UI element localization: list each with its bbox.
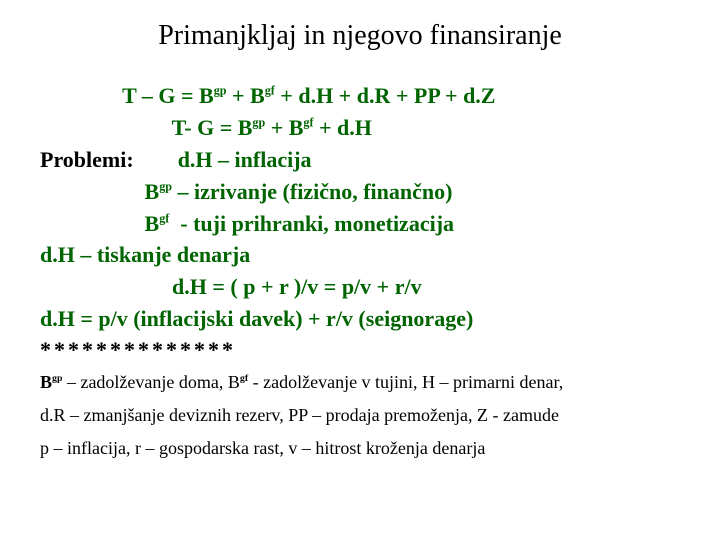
slide-title: Primanjkljaj in njegovo finansiranje <box>40 20 680 52</box>
dh-line: d.H – tiskanje denarja <box>40 239 680 271</box>
dh-final: d.H = p/v (inflacijski davek) + r/v (sei… <box>40 303 680 335</box>
dh-equation: d.H = ( p + r )/v = p/v + r/v <box>40 271 680 303</box>
legend-line-3: p – inflacija, r – gospodarska rast, v –… <box>40 435 680 462</box>
separator-stars: ************** <box>40 337 680 363</box>
legend-line-2: d.R – zmanjšanje deviznih rezerv, PP – p… <box>40 402 680 429</box>
equation-2: T- G = Bgp + Bgf + d.H <box>40 112 680 144</box>
problemi-line-1: Problemi: d.H – inflacija <box>40 144 680 176</box>
equation-1: T – G = Bgp + Bgf + d.H + d.R + PP + d.Z <box>40 80 680 112</box>
problemi-line-3: Bgf - tuji prihranki, monetizacija <box>40 208 680 240</box>
legend-line-1: Bgp – zadolževanje doma, Bgf - zadolževa… <box>40 369 680 396</box>
problemi-line-2: Bgp – izrivanje (fizično, finančno) <box>40 176 680 208</box>
